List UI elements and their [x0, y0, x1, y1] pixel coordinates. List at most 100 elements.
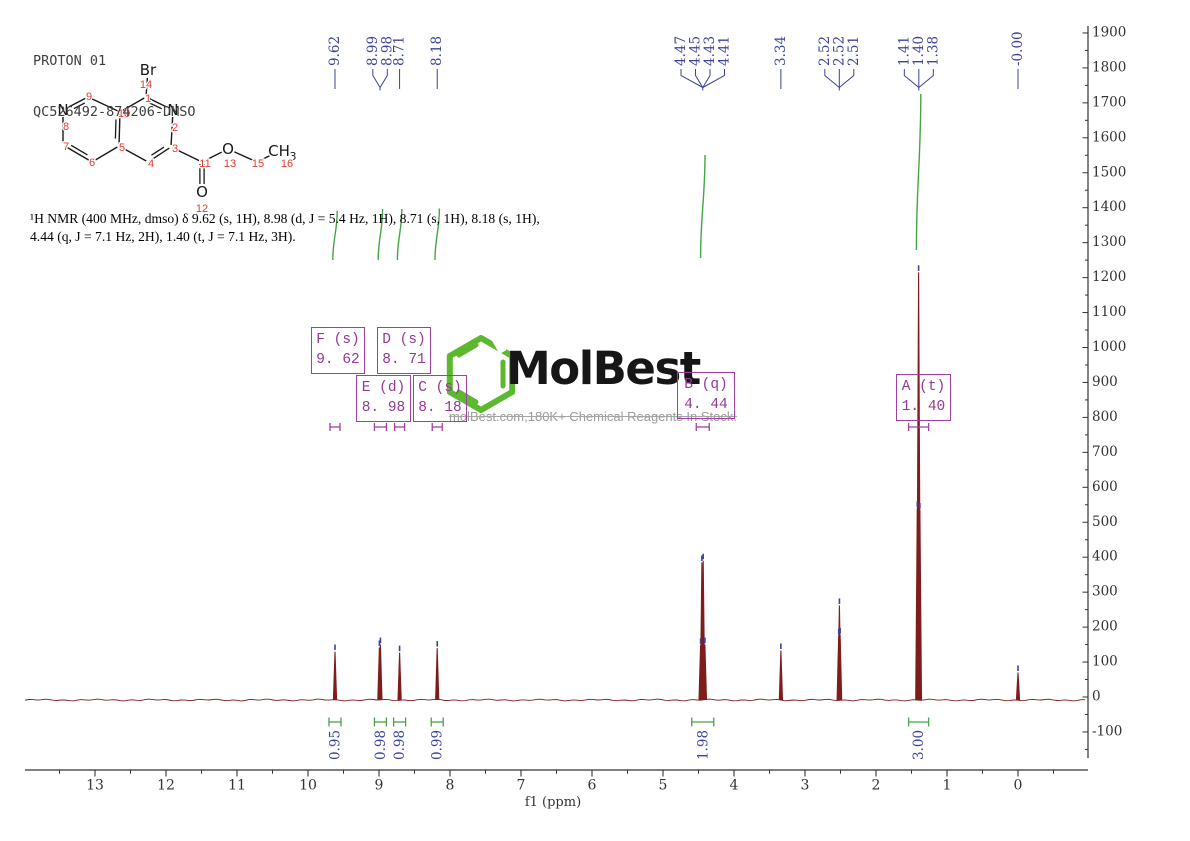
- assignment-shift: 4. 44: [684, 397, 728, 413]
- x-tick-label: 5: [659, 778, 668, 794]
- atom-label: 3: [290, 150, 297, 163]
- y-tick-label: 1200: [1092, 269, 1126, 285]
- peak-shift-label: 9.62: [327, 36, 343, 66]
- peak-shift-label: 3.34: [773, 36, 789, 66]
- y-tick-label: 1700: [1092, 94, 1126, 110]
- x-tick-label: 6: [588, 778, 597, 794]
- atom-number: 1: [145, 93, 151, 105]
- sample-id: QC526492-874206-DMSO: [33, 104, 196, 120]
- caption-line-2: 4.44 (q, J = 7.1 Hz, 2H), 1.40 (t, J = 7…: [30, 229, 296, 244]
- atom-number: 15: [252, 158, 264, 170]
- y-tick-label: 300: [1092, 584, 1118, 600]
- peak-shift-label: 4.43: [702, 36, 718, 66]
- y-tick-label: 700: [1092, 444, 1118, 460]
- atom-number: 7: [63, 141, 69, 153]
- assignment-box-B: B (q) 4. 44: [677, 372, 735, 419]
- x-tick-label: 0: [1014, 778, 1023, 794]
- integral-value: 3.00: [911, 730, 927, 760]
- spectrum-trace: [24, 272, 1085, 702]
- assignment-shift: 8. 18: [418, 400, 462, 416]
- peak-shift-label: 2.52: [817, 36, 833, 66]
- peak-shift-label: 2.52: [831, 36, 847, 66]
- caption-line-1: ¹H NMR (400 MHz, dmso) δ 9.62 (s, 1H), 8…: [30, 211, 540, 226]
- y-tick-label: -100: [1092, 723, 1122, 739]
- assignment-shift: 8. 98: [361, 400, 406, 416]
- assignment-box-D: D (s) 8. 71: [377, 327, 431, 374]
- assignment-multiplicity: F (s): [316, 332, 360, 348]
- y-tick-label: 800: [1092, 409, 1118, 425]
- integral-value: 0.98: [392, 730, 408, 760]
- y-tick-label: 1500: [1092, 164, 1126, 180]
- peak-shift-label: -0.00: [1010, 31, 1026, 66]
- y-tick-label: 600: [1092, 479, 1118, 495]
- x-axis-title: f1 (ppm): [525, 795, 581, 810]
- x-tick-label: 7: [517, 778, 526, 794]
- x-tick-label: 10: [299, 778, 317, 794]
- atom-number: 10: [118, 108, 130, 120]
- integral-values: 0.95 0.98 0.98 0.99 1.98 3.00: [327, 730, 927, 760]
- assignment-multiplicity: B (q): [684, 377, 728, 393]
- nmr-assignment-caption: ¹H NMR (400 MHz, dmso) δ 9.62 (s, 1H), 8…: [30, 210, 630, 246]
- y-tick-label: 500: [1092, 514, 1118, 530]
- assignment-box-C: C (s) 8. 18: [413, 375, 467, 422]
- atom-number: 9: [86, 91, 92, 103]
- assignment-multiplicity: D (s): [382, 332, 426, 348]
- peak-pick-marks: [334, 265, 1019, 672]
- peak-shift-label: 4.47: [673, 36, 689, 66]
- integral-value: 0.98: [373, 730, 389, 760]
- x-tick-label: 2: [872, 778, 881, 794]
- y-tick-label: 1600: [1092, 129, 1126, 145]
- integral-value: 1.98: [695, 730, 711, 760]
- peak-shift-label: 8.99: [365, 36, 381, 66]
- atom-number: 16: [281, 158, 293, 170]
- x-tick-label: 13: [86, 778, 104, 794]
- assignment-box-F: F (s) 9. 62: [311, 327, 365, 374]
- atom-label: Br: [140, 61, 157, 79]
- assignment-range-markers: [329, 423, 930, 431]
- peak-shift-labels: 9.62 8.998.988.71 8.18 4.474.454.434.41 3.34…: [327, 31, 1026, 91]
- atom-number: 11: [199, 158, 210, 170]
- peak-shift-label: 1.40: [911, 36, 927, 66]
- y-tick-label: 100: [1092, 654, 1118, 670]
- peak-shift-label: 2.51: [846, 36, 862, 66]
- atom-label: CH: [268, 142, 290, 160]
- y-axis: 1900180017001600150014001300120011001000…: [1082, 24, 1126, 758]
- peak-shift-label: 1.41: [896, 36, 912, 66]
- assignment-shift: 1. 40: [901, 399, 946, 415]
- y-tick-label: 900: [1092, 374, 1118, 390]
- x-tick-label: 4: [730, 778, 739, 794]
- y-tick-label: 200: [1092, 619, 1118, 635]
- y-tick-label: 0: [1092, 689, 1101, 705]
- atom-number: 8: [63, 121, 69, 133]
- x-tick-label: 3: [801, 778, 810, 794]
- assignment-multiplicity: C (s): [418, 380, 462, 396]
- atom-number: 2: [172, 122, 178, 134]
- integral-value: 0.95: [327, 730, 343, 760]
- y-tick-label: 1900: [1092, 24, 1126, 40]
- y-tick-label: 1000: [1092, 339, 1126, 355]
- atom-number: 13: [224, 158, 236, 170]
- y-tick-label: 1400: [1092, 199, 1126, 215]
- peak-shift-label: 4.41: [717, 36, 733, 66]
- atom-label: N: [167, 101, 178, 119]
- peak-shift-label: 8.98: [379, 36, 395, 66]
- integral-value: 0.99: [430, 730, 446, 760]
- atom-label: O: [196, 183, 208, 201]
- watermark-brand-text: MolBest: [506, 342, 701, 395]
- x-tick-label: 9: [375, 778, 384, 794]
- x-tick-label: 1: [943, 778, 952, 794]
- peak-shift-label: 4.45: [688, 36, 704, 66]
- atom-number: 12: [196, 203, 208, 215]
- peak-shift-label: 1.38: [925, 36, 941, 66]
- x-tick-label: 8: [446, 778, 455, 794]
- experiment-header: PROTON 01 QC526492-874206-DMSO: [33, 19, 196, 138]
- atom-number: 6: [89, 157, 95, 169]
- atom-number: 14: [140, 79, 152, 91]
- y-tick-label: 1300: [1092, 234, 1126, 250]
- y-tick-label: 400: [1092, 549, 1118, 565]
- peak-shift-label: 8.18: [429, 36, 445, 66]
- assignment-multiplicity: E (d): [361, 380, 406, 396]
- peak-shift-label: 8.71: [392, 36, 408, 66]
